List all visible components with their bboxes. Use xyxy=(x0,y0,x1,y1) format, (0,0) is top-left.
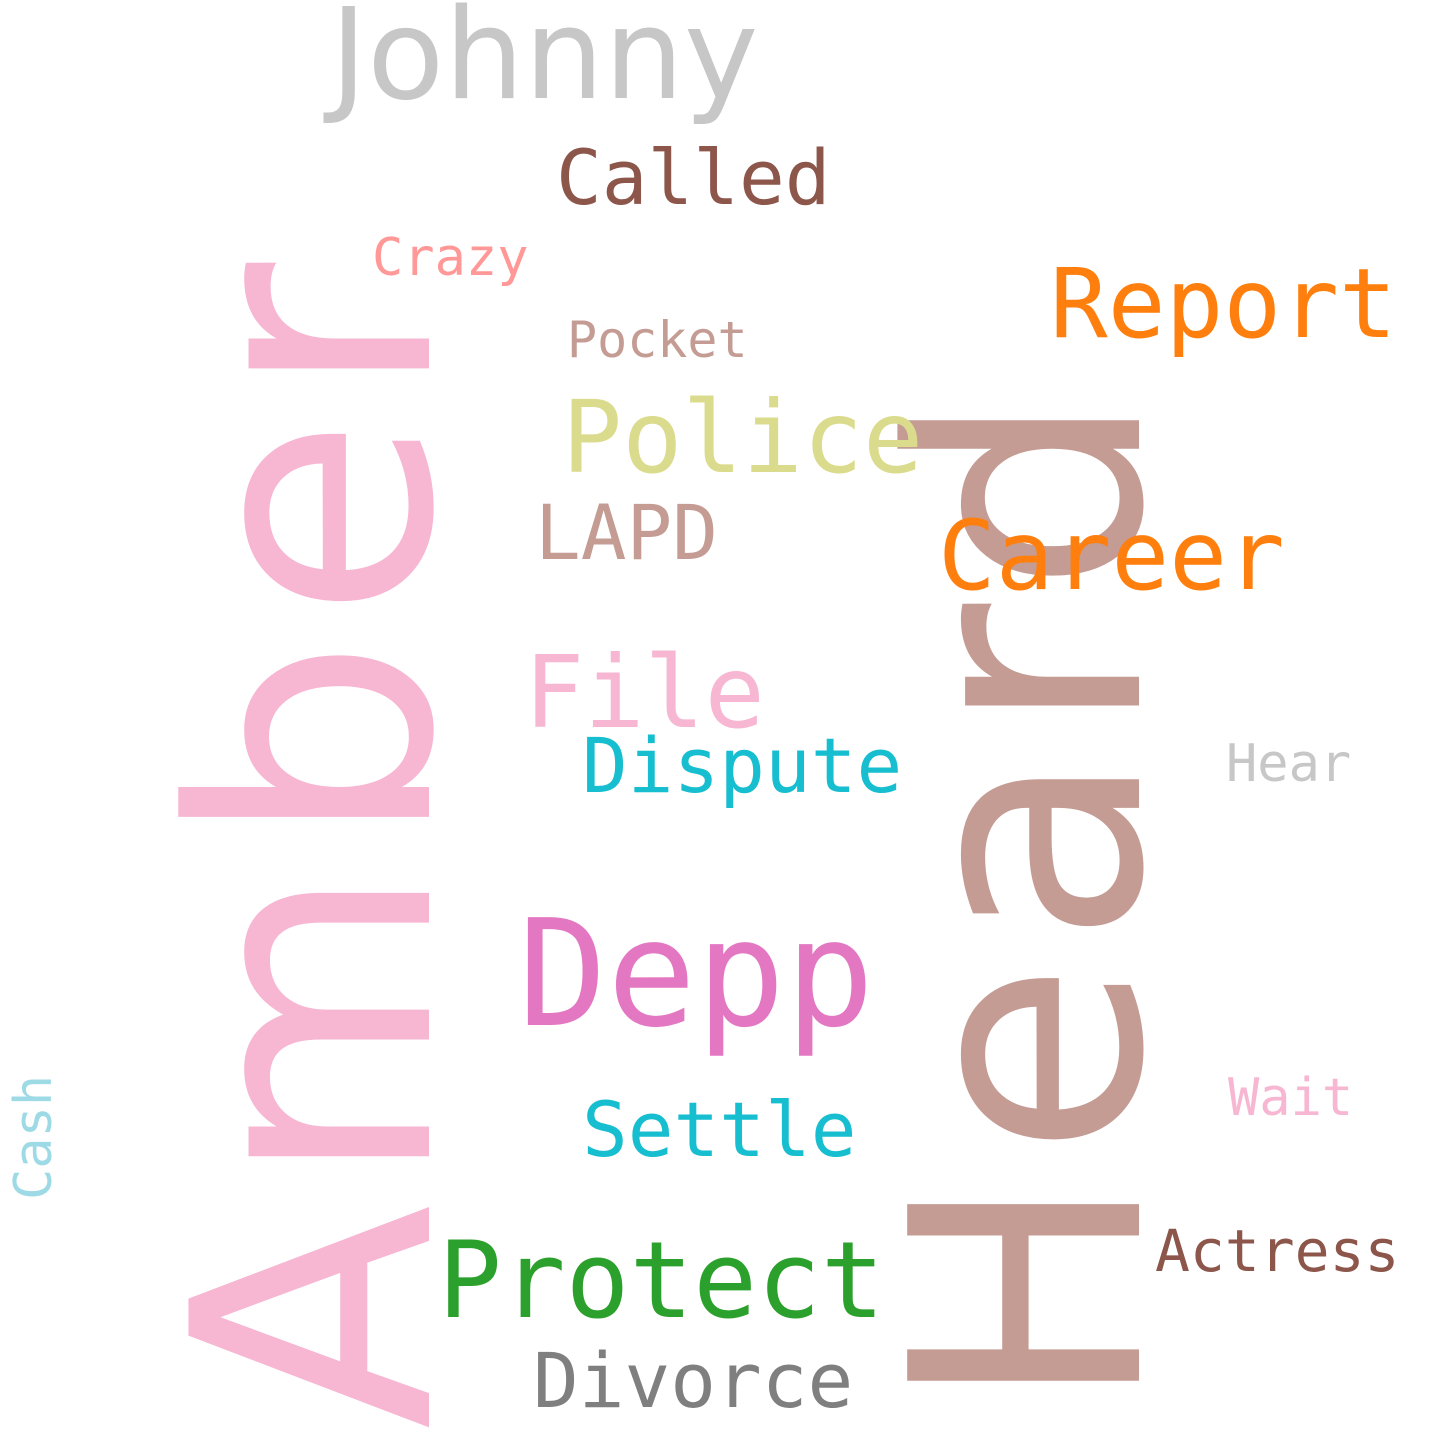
word-divorce: Divorce xyxy=(533,1336,854,1425)
word-wait: Wait xyxy=(1228,1068,1354,1128)
word-file: File xyxy=(524,634,765,751)
word-crazy: Crazy xyxy=(372,228,529,288)
word-amber: Amber xyxy=(123,244,507,1430)
word-actress: Actress xyxy=(1155,1217,1400,1285)
word-depp: Depp xyxy=(518,888,875,1060)
word-called: Called xyxy=(556,133,831,222)
word-settle: Settle xyxy=(582,1085,857,1174)
word-police: Police xyxy=(562,379,924,496)
word-johnny: Johnny xyxy=(330,0,759,128)
word-career: Career xyxy=(938,500,1285,612)
word-pocket: Pocket xyxy=(567,311,748,369)
word-cash: Cash xyxy=(4,1074,64,1200)
word-report: Report xyxy=(1050,248,1397,360)
word-lapd: LAPD xyxy=(535,488,719,577)
word-protect: Protect xyxy=(438,1219,885,1342)
word-hear: Hear xyxy=(1226,734,1352,794)
word-dispute: Dispute xyxy=(582,721,903,810)
